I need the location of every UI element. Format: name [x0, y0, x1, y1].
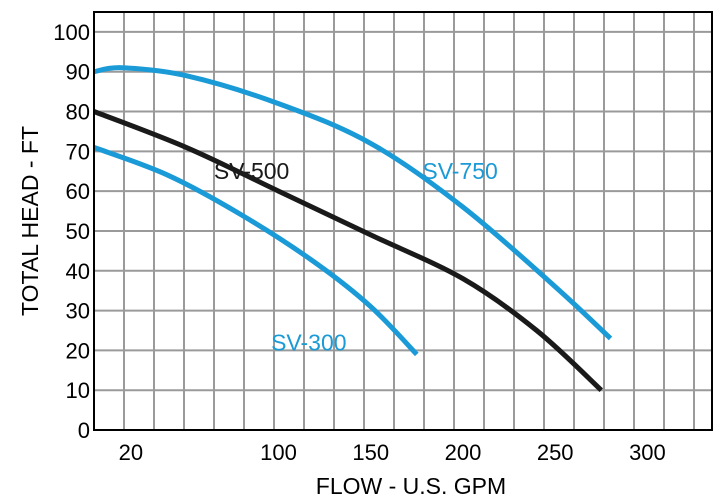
y-tick-label: 50 — [66, 219, 90, 244]
series-line-sv-500 — [93, 109, 604, 393]
series-line-sv-750 — [93, 65, 613, 341]
y-tick-label: 40 — [66, 259, 90, 284]
series-lines — [93, 65, 613, 393]
series-line-sv-300 — [93, 145, 419, 357]
x-tick-label: 150 — [352, 440, 389, 465]
series-label-sv-500: SV-500 — [214, 158, 289, 184]
x-tick-label: 100 — [260, 440, 297, 465]
y-tick-label: 70 — [66, 139, 90, 164]
y-tick-label: 30 — [66, 299, 90, 324]
y-tick-label: 20 — [66, 338, 90, 363]
series-labels: SV-750 SV-500 SV-300 — [214, 158, 498, 355]
series-label-sv-300: SV-300 — [271, 329, 346, 355]
x-axis-title: FLOW - U.S. GPM — [316, 473, 506, 499]
x-tick-label: 250 — [537, 440, 574, 465]
x-tick-label: 200 — [445, 440, 482, 465]
y-axis-title: TOTAL HEAD - FT — [17, 126, 43, 316]
y-tick-label: 90 — [66, 60, 90, 85]
x-tick-label: 300 — [629, 440, 666, 465]
y-tick-label: 80 — [66, 100, 90, 125]
tick-labels: 0 10 20 30 40 50 60 70 80 90 100 20 100 150 200 250 300 — [53, 20, 666, 465]
y-tick-label: 60 — [66, 179, 90, 204]
series-label-sv-750: SV-750 — [422, 158, 497, 184]
x-tick-label: 20 — [119, 440, 143, 465]
y-tick-label: 10 — [66, 378, 90, 403]
y-tick-label: 0 — [78, 418, 90, 443]
plot-frame — [93, 11, 713, 431]
y-tick-label: 100 — [53, 20, 90, 45]
